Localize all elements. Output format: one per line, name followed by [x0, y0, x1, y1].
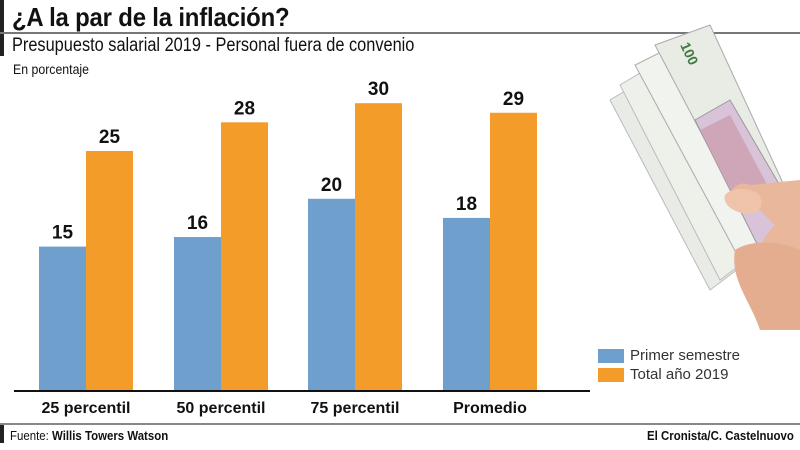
legend-swatch-total-anio — [598, 367, 624, 382]
source-name: Willis Towers Watson — [51, 428, 169, 443]
bar-primer-semestre-4 — [443, 217, 490, 390]
data-label: 25 — [99, 127, 121, 148]
data-label: 15 — [52, 223, 74, 244]
legend-item-total-anio: Total año 2019 — [598, 365, 740, 384]
title-divider — [0, 32, 800, 34]
data-label: 20 — [321, 175, 342, 196]
legend-swatch-primer-semestre — [598, 348, 624, 363]
credit-note: El Cronista/C. Castelnuovo — [647, 428, 794, 443]
data-label: 28 — [234, 98, 255, 119]
footer-divider — [0, 423, 800, 425]
data-label: 29 — [503, 89, 524, 110]
data-label: 30 — [368, 79, 389, 100]
bar-total-anio-1 — [86, 151, 133, 390]
bar-total-anio-2 — [221, 122, 268, 390]
legend-label: Total año 2019 — [630, 366, 729, 383]
bar-total-anio-4 — [490, 112, 537, 390]
bar-primer-semestre-1 — [39, 246, 86, 390]
bar-primer-semestre-2 — [174, 237, 221, 390]
hand — [724, 180, 800, 330]
footer-accent-bar — [0, 425, 4, 443]
hand-holding-banknotes-icon: 100 — [609, 24, 800, 330]
legend-item-primer-semestre: Primer semestre — [598, 346, 740, 365]
bar-primer-semestre-3 — [308, 198, 355, 390]
unit-note: En porcentaje — [13, 61, 90, 77]
title-accent-bar — [0, 0, 4, 56]
bar-total-anio-3 — [355, 103, 402, 390]
legend-label: Primer semestre — [630, 347, 741, 364]
x-tick-label: 75 percentil — [311, 400, 400, 417]
x-tick-label: 25 percentil — [42, 400, 131, 417]
chart-subtitle: Presupuesto salarial 2019 - Personal fue… — [12, 35, 415, 56]
x-tick-label: 50 percentil — [177, 400, 266, 417]
source-note: Fuente: Willis Towers Watson — [10, 428, 168, 443]
x-tick-label: Promedio — [453, 400, 527, 417]
source-label: Fuente: — [10, 428, 49, 443]
chart-legend: Primer semestre Total año 2019 — [598, 346, 740, 384]
data-label: 18 — [456, 194, 477, 215]
chart-title: ¿A la par de la inflación? — [12, 2, 290, 32]
data-label: 16 — [187, 213, 208, 234]
